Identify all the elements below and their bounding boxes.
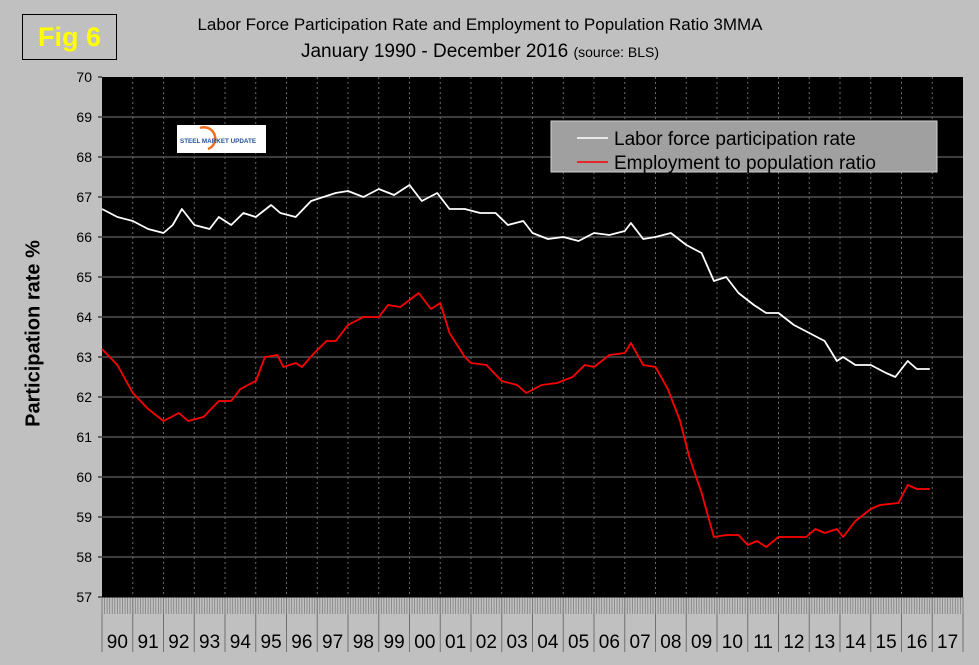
y-tick-label: 65 bbox=[76, 269, 92, 285]
x-tick-label: 00 bbox=[414, 632, 435, 653]
x-tick-label: 04 bbox=[537, 632, 559, 653]
legend: Labor force participation rate Employment… bbox=[550, 120, 938, 174]
x-tick-label: 90 bbox=[107, 632, 128, 653]
x-tick-label: 17 bbox=[937, 632, 958, 653]
x-tick-label: 95 bbox=[261, 632, 282, 653]
x-tick-label: 97 bbox=[322, 632, 343, 653]
x-tick-label: 16 bbox=[906, 632, 927, 653]
x-tick-label: 15 bbox=[876, 632, 897, 653]
y-tick-label: 70 bbox=[76, 69, 92, 85]
x-tick-label: 93 bbox=[199, 632, 220, 653]
x-tick-label: 02 bbox=[476, 632, 497, 653]
series-line-employment-ratio bbox=[101, 292, 930, 548]
y-tick-label: 61 bbox=[76, 429, 92, 445]
x-tick-label: 94 bbox=[230, 632, 252, 653]
x-tick-label: 91 bbox=[138, 632, 159, 653]
x-tick-label: 05 bbox=[568, 632, 589, 653]
y-tick-label: 66 bbox=[76, 229, 92, 245]
x-tick-label: 99 bbox=[384, 632, 405, 653]
subtitle-text: January 1990 - December 2016 bbox=[300, 41, 569, 62]
series-line-participation-rate bbox=[101, 184, 930, 378]
logo-swoosh bbox=[199, 126, 217, 151]
x-tick-label: 96 bbox=[291, 632, 312, 653]
x-tick-label: 12 bbox=[783, 632, 804, 653]
x-tick-label: 14 bbox=[845, 632, 867, 653]
y-tick-label: 63 bbox=[76, 349, 92, 365]
chart-subtitle: January 1990 - December 2016 (source: BL… bbox=[160, 41, 800, 63]
y-tick-label: 68 bbox=[76, 149, 92, 165]
x-tick-label: 06 bbox=[599, 632, 620, 653]
legend-label: Employment to population ratio bbox=[614, 153, 876, 174]
x-tick-label: 08 bbox=[660, 632, 681, 653]
x-tick-label: 98 bbox=[353, 632, 374, 653]
source-note: (source: BLS) bbox=[573, 44, 660, 60]
legend-label: Labor force participation rate bbox=[614, 129, 856, 150]
logo-text: STEEL MARKET UPDATE bbox=[180, 138, 256, 145]
y-tick-label: 67 bbox=[76, 189, 92, 205]
x-tick-label: 03 bbox=[507, 632, 528, 653]
y-tick-label: 62 bbox=[76, 389, 92, 405]
x-tick-label: 09 bbox=[691, 632, 712, 653]
chart-title: Labor Force Participation Rate and Emplo… bbox=[197, 15, 763, 34]
y-tick-label: 58 bbox=[76, 549, 92, 565]
y-tick-label: 69 bbox=[76, 109, 92, 125]
y-tick-label: 57 bbox=[76, 589, 92, 605]
x-tick-label: 01 bbox=[445, 632, 466, 653]
x-tick-label: 92 bbox=[168, 632, 189, 653]
y-tick-label: 64 bbox=[76, 309, 92, 325]
legend-box bbox=[550, 120, 938, 173]
y-tick-label: 59 bbox=[76, 509, 92, 525]
logo-background bbox=[177, 125, 266, 153]
steel-market-update-logo: STEEL MARKET UPDATE bbox=[177, 125, 266, 153]
x-tick-label: 13 bbox=[814, 632, 835, 653]
x-tick-label: 11 bbox=[753, 632, 773, 653]
x-tick-label: 07 bbox=[630, 632, 651, 653]
y-tick-label: 60 bbox=[76, 469, 92, 485]
x-tick-label: 10 bbox=[722, 632, 743, 653]
figure-label: Fig 6 bbox=[22, 14, 117, 60]
